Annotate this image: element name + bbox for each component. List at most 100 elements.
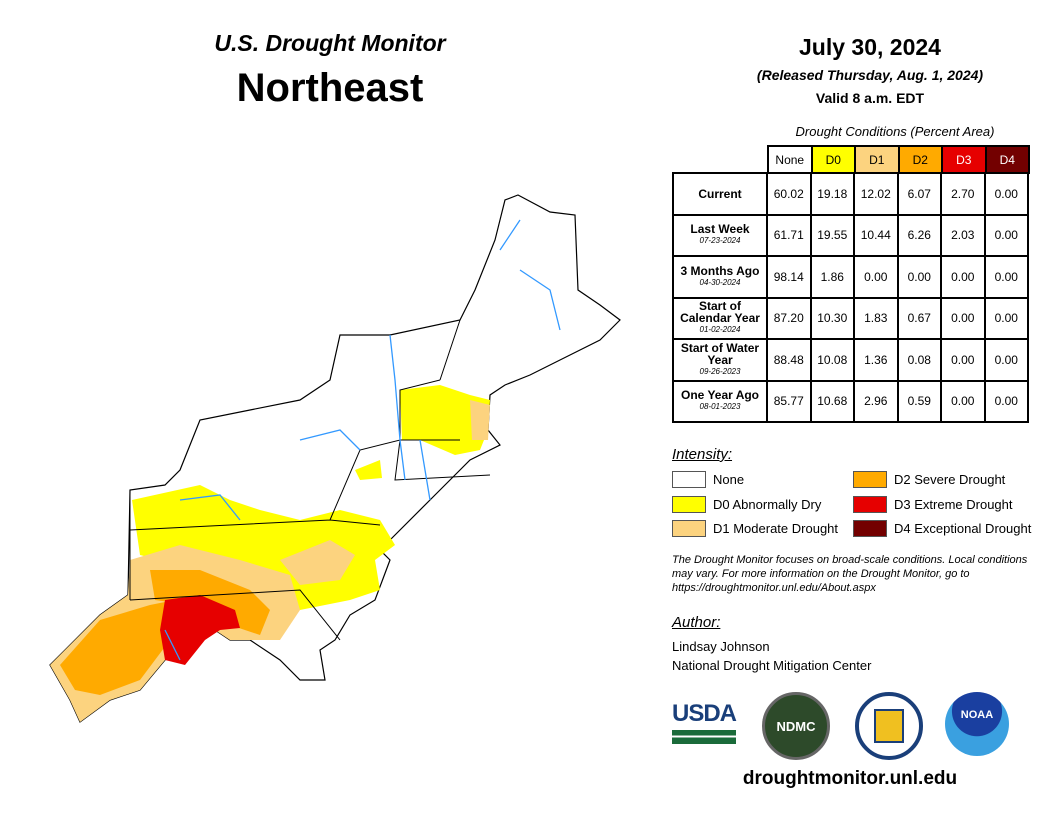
table-cell: 98.14 (766, 255, 812, 299)
legend-swatch (672, 471, 706, 488)
legend-title: Intensity: (672, 446, 733, 463)
table-cell: 19.55 (809, 213, 855, 257)
legend-label: D4 Exceptional Drought (894, 521, 1032, 536)
legend-swatch (853, 471, 887, 488)
rivers (164, 219, 561, 661)
legend-label: D2 Severe Drought (894, 472, 1006, 487)
d0-area-ny (355, 460, 382, 480)
table-cell: 87.20 (766, 296, 812, 340)
table-row: Start of Calendar Year 01-02-2024 87.20 10.… (672, 296, 1029, 340)
col-d0: D0 (810, 145, 856, 174)
table-cell: 2.70 (940, 172, 986, 216)
legend-swatch (672, 520, 706, 537)
region-title: Northeast (236, 66, 424, 110)
table-cell: 0.00 (983, 379, 1029, 423)
author-info: Lindsay Johnson National Drought Mitigat… (672, 637, 871, 675)
table-cell: 0.00 (853, 255, 899, 299)
row-label: Start of Calendar Year 01-02-2024 (672, 296, 768, 340)
usda-logo: USDA (672, 700, 737, 748)
table-cell: 2.96 (853, 379, 899, 423)
table-cell: 2.03 (940, 213, 986, 257)
row-date: 01-02-2024 (699, 325, 741, 335)
row-label: Current (672, 172, 768, 216)
row-date: 09-26-2023 (699, 366, 741, 376)
ndmc-logo: NDMC (762, 692, 830, 760)
table-cell: 10.68 (809, 379, 855, 423)
table-cell: 10.44 (853, 213, 899, 257)
row-label-text: One Year Ago (680, 388, 760, 403)
table-cell: 1.83 (853, 296, 899, 340)
table-cell: 6.07 (896, 172, 942, 216)
row-label: One Year Ago 08-01-2023 (672, 379, 768, 423)
table-cell: 0.67 (896, 296, 942, 340)
table-cell: 60.02 (766, 172, 812, 216)
d1-area-se-pa (280, 540, 355, 585)
table-cell: 0.08 (896, 338, 942, 382)
table-cell: 0.00 (983, 213, 1029, 257)
table-title: Drought Conditions (Percent Area) (795, 124, 995, 139)
d2-area-wv (60, 600, 175, 695)
product-title: U.S. Drought Monitor (214, 30, 446, 56)
legend-item: D1 Moderate Drought (672, 520, 838, 537)
website-url[interactable]: droughtmonitor.unl.edu (742, 768, 958, 789)
row-label: Last Week 07-23-2024 (672, 213, 768, 257)
table-cell: 6.26 (896, 213, 942, 257)
table-cell: 1.86 (809, 255, 855, 299)
table-cell: 10.08 (809, 338, 855, 382)
map-date: July 30, 2024 (799, 34, 941, 60)
disclaimer-note: The Drought Monitor focuses on broad-sca… (672, 554, 1028, 594)
row-label: 3 Months Ago 04-30-2024 (672, 255, 768, 299)
table-cell: 0.00 (940, 379, 986, 423)
table-cell: 0.00 (983, 338, 1029, 382)
d3-area-wv-md (160, 595, 240, 665)
table-cell: 0.00 (983, 255, 1029, 299)
legend-swatch (853, 520, 887, 537)
author-org: National Drought Mitigation Center (672, 658, 872, 673)
table-row: Current 60.02 19.18 12.02 6.07 2.70 0.00 (672, 172, 1029, 216)
table-cell: 0.59 (896, 379, 942, 423)
table-row: Last Week 07-23-2024 61.71 19.55 10.44 6.26 2.… (672, 213, 1029, 257)
legend-swatch (672, 495, 706, 513)
row-label-text: Start of Calendar Year (680, 299, 760, 326)
legend-item: D3 Extreme Drought (853, 495, 1013, 513)
table-cell: 85.77 (766, 379, 812, 423)
table-cell: 0.00 (940, 255, 986, 299)
table-row: 3 Months Ago 04-30-2024 98.14 1.86 0.00 0.00 0… (672, 255, 1029, 299)
legend-swatch (853, 495, 887, 513)
legend-label: D1 Moderate Drought (713, 521, 839, 536)
legend-item: D2 Severe Drought (853, 471, 1005, 488)
table-cell: 19.18 (809, 172, 855, 216)
legend-label: D3 Extreme Drought (894, 496, 1013, 512)
table-cell: 61.71 (766, 213, 812, 257)
d1-area-nh (470, 400, 490, 440)
legend-item: None (672, 471, 744, 488)
table-cell: 0.00 (983, 172, 1029, 216)
row-date: 07-23-2024 (699, 236, 741, 246)
col-d3: D3 (941, 145, 987, 174)
d0-area-nh-me (400, 385, 490, 455)
row-date: 04-30-2024 (699, 277, 741, 287)
noaa-logo: NOAA (945, 692, 1009, 756)
row-label-text: Current (698, 186, 742, 201)
table-cell: 88.48 (766, 338, 812, 382)
legend-label: D0 Abnormally Dry (713, 496, 822, 512)
doc-seal-logo (855, 692, 923, 760)
row-date: 08-01-2023 (699, 402, 741, 412)
release-date: (Released Thursday, Aug. 1, 2024) (756, 67, 984, 83)
valid-time: Valid 8 a.m. EDT (815, 90, 925, 106)
row-label-text: Start of Water Year (680, 340, 760, 367)
drought-map (49, 194, 621, 723)
table-cell: 0.00 (940, 296, 986, 340)
col-d4: D4 (984, 145, 1030, 174)
col-d2: D2 (897, 145, 943, 174)
row-label-text: 3 Months Ago (680, 263, 760, 278)
table-cell: 0.00 (940, 338, 986, 382)
col-none: None (767, 145, 813, 174)
author-name: Lindsay Johnson (672, 639, 770, 654)
row-label: Start of Water Year 09-26-2023 (672, 338, 768, 382)
legend-item: D4 Exceptional Drought (853, 520, 1031, 537)
legend-label: None (713, 472, 745, 487)
legend-item: D0 Abnormally Dry (672, 495, 822, 513)
table-cell: 0.00 (983, 296, 1029, 340)
col-d1: D1 (854, 145, 900, 174)
